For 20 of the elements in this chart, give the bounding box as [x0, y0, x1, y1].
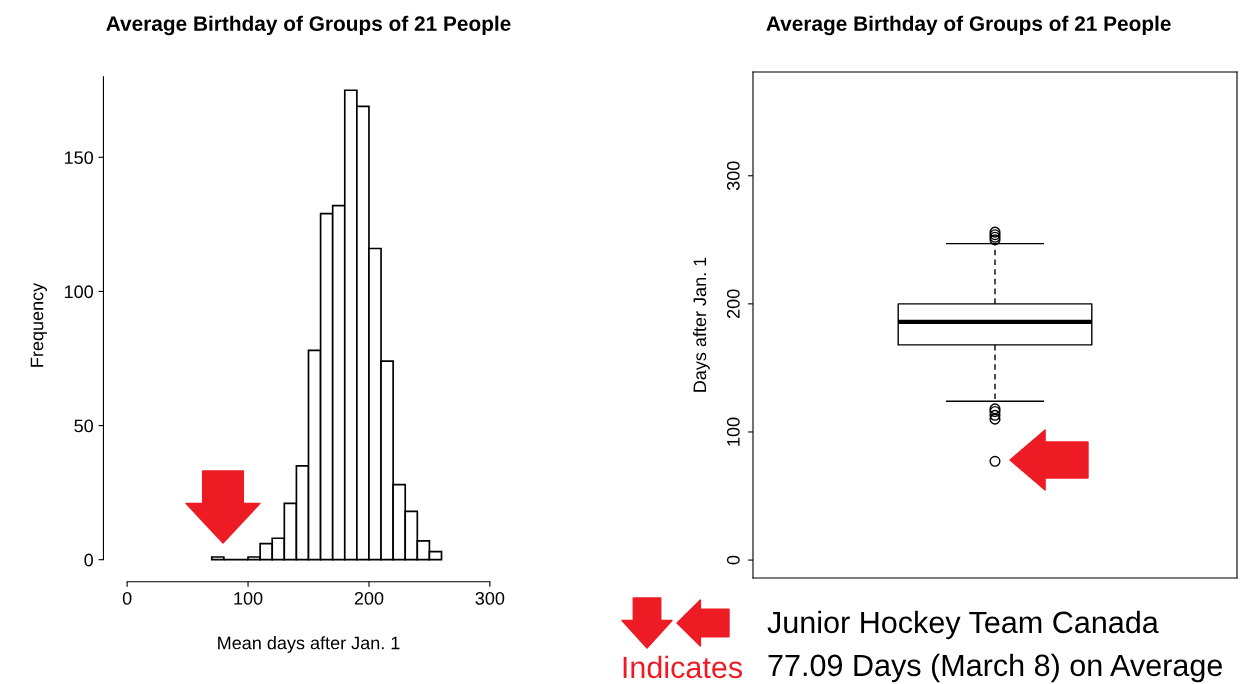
y-tick-label: 0 — [726, 555, 740, 565]
y-tick-label: 300 — [726, 161, 740, 191]
y-tick-label: 200 — [726, 289, 740, 319]
y-tick-label: 0 — [84, 553, 94, 567]
y-tick-label: 100 — [64, 285, 94, 299]
y-axis-title: Days after Jan. 1 — [692, 257, 710, 392]
text: Junior Hockey Team Canada — [767, 610, 1159, 640]
y-axis-title: Frequency — [30, 282, 47, 367]
x-tick-label: 200 — [354, 591, 384, 605]
text: Indicates — [623, 655, 743, 679]
y-tick-label: 50 — [74, 419, 94, 433]
chart-title: Average Birthday of Groups of 21 People — [106, 15, 511, 36]
x-tick-label: 100 — [234, 591, 263, 605]
y-tick-label: 150 — [64, 151, 94, 165]
x-tick-label: 300 — [475, 591, 505, 605]
x-axis-title: Mean days after Jan. 1 — [218, 636, 400, 653]
chart-title: Average Birthday of Groups of 21 People — [766, 15, 1171, 36]
y-tick-label: 100 — [726, 417, 740, 446]
text: 77.09 Days (March 8) on Average — [768, 653, 1222, 683]
x-tick-label: 0 — [122, 591, 132, 605]
